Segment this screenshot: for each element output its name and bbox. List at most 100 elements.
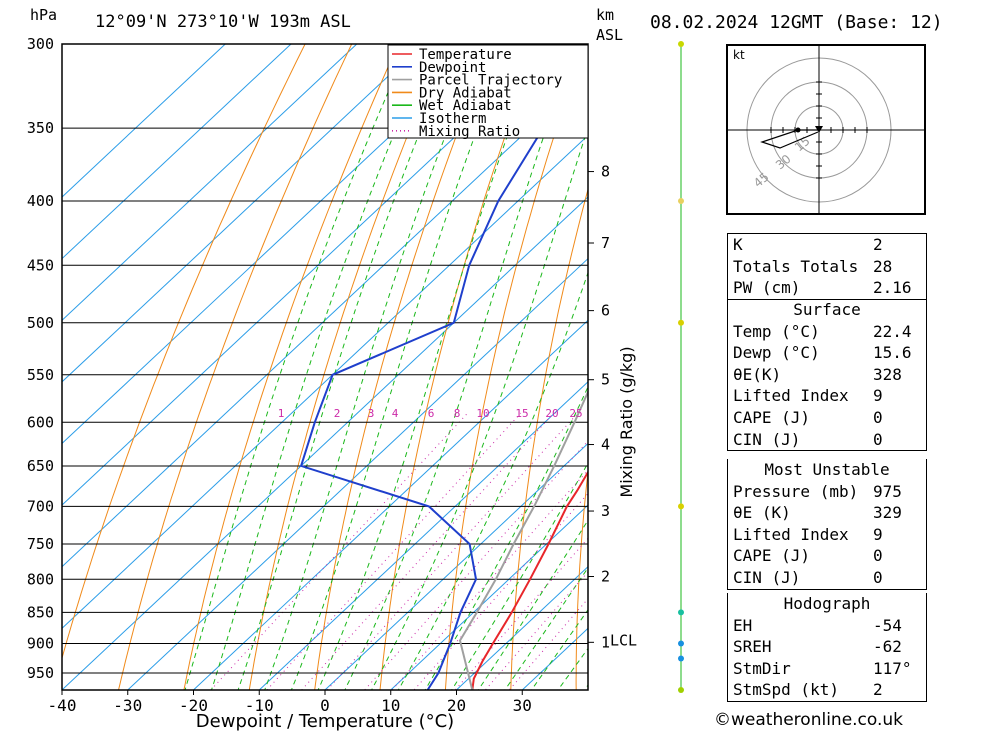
row-value: -62 (873, 637, 902, 657)
row-label: CAPE (J) (733, 407, 811, 427)
hodograph-ring-label: 15 (792, 134, 813, 155)
legend-label: Temperature (419, 47, 512, 63)
row-label: Totals Totals (733, 256, 859, 276)
row-value: 0 (873, 429, 883, 449)
x-tick-label: -20 (179, 696, 208, 715)
hodograph-unit-label: kt (733, 48, 745, 62)
table-row: CIN (J) 0 (728, 567, 926, 589)
y-tick-label: 950 (27, 664, 54, 682)
datetime-title: 08.02.2024 12GMT (Base: 12) (650, 12, 943, 33)
table-row: Dewp (°C) 15.6 (728, 342, 926, 364)
km-unit-label: km (596, 6, 615, 24)
legend-label: Parcel Trajectory (419, 73, 562, 89)
row-value: 22.4 (873, 321, 912, 341)
x-tick-label: -10 (245, 696, 274, 715)
table-row: PW (cm) 2.16 (728, 277, 926, 299)
table-row: θE(K) 328 (728, 364, 926, 386)
isotherm-line (192, 319, 588, 690)
row-label: K (733, 235, 743, 254)
row-label: Lifted Index (733, 524, 849, 544)
hodograph-point (795, 127, 801, 133)
table-row: CIN (J) 0 (728, 429, 926, 451)
series-parcel-trajectory (458, 389, 588, 690)
wind-level-marker (678, 319, 684, 326)
dry-adiabat-line (640, 44, 724, 701)
data-series (299, 44, 588, 690)
mixing-ratio-axis-label: Mixing Ratio (g/kg) (617, 346, 636, 497)
dry-adiabat-line (117, 44, 353, 690)
legend-label: Isotherm (419, 111, 486, 127)
wind-level-marker (678, 687, 684, 693)
dry-adiabat-line (62, 44, 306, 660)
row-value: 0 (873, 407, 883, 427)
y-tick-label: 650 (27, 457, 54, 475)
y-tick-label: 600 (27, 413, 54, 431)
row-label: Temp (°C) (733, 321, 820, 341)
site-name: weatheronline.co.uk (731, 710, 904, 730)
y-tick-label: 850 (27, 603, 54, 621)
isotherm-line (62, 44, 226, 198)
hodograph-trace (760, 129, 820, 149)
row-label: θE(K) (733, 364, 782, 384)
asl-unit-label: ASL (596, 26, 624, 44)
storm-motion-icon (815, 126, 823, 133)
table-title: Surface (793, 300, 861, 319)
row-label: CIN (J) (733, 429, 801, 449)
row-label: EH (733, 615, 753, 635)
wind-level-marker (678, 41, 684, 47)
table-row: Pressure (mb) 975 (728, 481, 926, 503)
mixing-ratio-label: 15 (515, 407, 528, 420)
row-value: 2 (873, 235, 883, 254)
table-row: SREH -62 (728, 636, 926, 658)
mixing-ratio-line (210, 412, 468, 690)
row-value: 0 (873, 546, 883, 566)
row-value: 117° (873, 658, 912, 678)
isotherm-line (62, 44, 555, 506)
wind-level-marker (678, 503, 684, 510)
table-row: Totals Totals 28 (728, 256, 926, 278)
row-value: 975 (873, 481, 902, 501)
isotherm-line (127, 257, 588, 690)
row-value: 2 (873, 680, 883, 700)
series-dewpoint (299, 44, 582, 690)
isotherm-line (62, 134, 588, 630)
isotherm-line (324, 442, 588, 690)
background-grid (62, 44, 724, 701)
y-tick-label: 350 (27, 119, 54, 137)
copyright-icon: © (714, 710, 731, 730)
isotherm-line (62, 44, 358, 321)
km-tick-label: 4 (601, 436, 610, 454)
mixing-ratio-label: 4 (392, 407, 399, 420)
x-tick-label: -30 (113, 696, 142, 715)
y-tick-label: 500 (27, 314, 54, 332)
legend-label: Dry Adiabat (419, 85, 512, 101)
row-value: 28 (873, 256, 893, 276)
wet-adiabat-line (210, 44, 433, 690)
mixing-ratio-line (266, 412, 522, 690)
isotherm-line (62, 73, 588, 568)
wet-adiabat-line (290, 44, 511, 690)
row-label: StmDir (733, 658, 791, 678)
wet-adiabat-line (371, 126, 588, 690)
mixing-ratio-label: 20 (545, 407, 558, 420)
isotherm-line (390, 504, 588, 690)
y-tick-label: 900 (27, 635, 54, 653)
row-value: 329 (873, 503, 902, 523)
x-tick-label: 10 (381, 696, 400, 715)
wind-level-marker (678, 197, 684, 204)
dry-adiabat-line (510, 187, 588, 690)
wet-adiabat-line (424, 385, 588, 690)
table-row: StmSpd (kt) 2 (728, 679, 926, 701)
wet-adiabat-line (530, 608, 588, 690)
isotherm-line (62, 44, 292, 260)
wind-level-marker (678, 609, 684, 616)
row-label: Pressure (mb) (733, 481, 859, 501)
indices-table: K 2 Totals Totals 28 PW (cm) 2.16 (727, 233, 927, 300)
isotherm-line (258, 381, 588, 690)
table-row: EH -54 (728, 615, 926, 637)
km-tick-label: 8 (601, 163, 610, 181)
most-unstable-table: Most Unstable Pressure (mb) 975 θE (K) 329 Li… (727, 459, 927, 590)
x-axis-label: Dewpoint / Temperature (°C) (196, 711, 454, 732)
mixing-ratio-line (484, 571, 588, 690)
